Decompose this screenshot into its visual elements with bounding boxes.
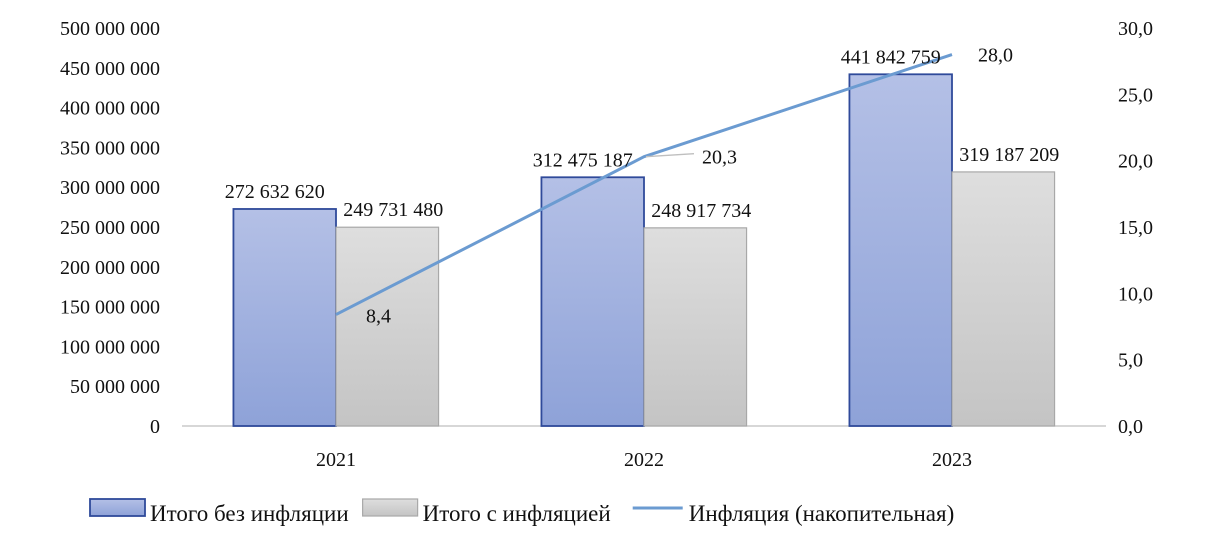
y-left-tick-label: 500 000 000 xyxy=(60,18,160,40)
data-labels: 272 632 620 312 475 187 441 842 759 249 731… xyxy=(225,45,1060,328)
legend-swatch xyxy=(89,498,146,517)
y-left-tick-label: 200 000 000 xyxy=(60,257,160,279)
right-y-axis: 0,0 5,0 10,0 15,0 20,0 25,0 30,0 xyxy=(1118,18,1153,438)
legend-swatch xyxy=(362,498,419,517)
leader-line xyxy=(645,152,695,158)
y-right-tick-label: 10,0 xyxy=(1118,283,1153,305)
y-left-tick-label: 300 000 000 xyxy=(60,177,160,199)
x-tick-label: 2022 xyxy=(624,449,664,471)
y-right-tick-label: 0,0 xyxy=(1118,416,1143,438)
bar-without-inflation xyxy=(848,73,953,427)
y-left-tick-label: 150 000 000 xyxy=(60,297,160,319)
legend: Итого без инфляции Итого с инфляцией Инфля… xyxy=(89,498,955,526)
line-data-label: 8,4 xyxy=(366,306,391,328)
bar-without-inflation xyxy=(540,176,645,427)
y-left-tick-label: 250 000 000 xyxy=(60,217,160,239)
bar-data-label: 319 187 209 xyxy=(959,144,1059,166)
y-left-tick-label: 0 xyxy=(150,416,160,438)
x-tick-label: 2021 xyxy=(316,449,356,471)
y-right-tick-label: 5,0 xyxy=(1118,350,1143,372)
y-left-tick-label: 350 000 000 xyxy=(60,137,160,159)
legend-label: Итого с инфляцией xyxy=(423,501,611,526)
bar-without-inflation xyxy=(232,208,337,427)
legend-label: Инфляция (накопительная) xyxy=(689,501,955,526)
y-right-tick-label: 25,0 xyxy=(1118,84,1153,106)
legend-label: Итого без инфляции xyxy=(150,501,349,526)
y-right-tick-label: 15,0 xyxy=(1118,217,1153,239)
x-tick-label: 2023 xyxy=(932,449,972,471)
y-left-tick-label: 400 000 000 xyxy=(60,98,160,120)
bar-data-label: 248 917 734 xyxy=(651,200,751,222)
bars xyxy=(232,73,1056,427)
inflation-line-path xyxy=(335,53,953,316)
line-data-label: 28,0 xyxy=(978,45,1013,67)
y-left-tick-label: 450 000 000 xyxy=(60,58,160,80)
bar-with-inflation xyxy=(643,227,748,427)
y-left-tick-label: 50 000 000 xyxy=(70,376,160,398)
y-right-tick-label: 30,0 xyxy=(1118,18,1153,40)
y-left-tick-label: 100 000 000 xyxy=(60,336,160,358)
inflation-line xyxy=(335,53,953,316)
y-right-tick-label: 20,0 xyxy=(1118,151,1153,173)
bar-data-label: 312 475 187 xyxy=(533,149,633,171)
line-data-label: 20,3 xyxy=(702,147,737,169)
bar-data-label: 272 632 620 xyxy=(225,181,325,203)
bar-data-label: 249 731 480 xyxy=(343,199,443,221)
bar-data-label: 441 842 759 xyxy=(841,46,941,68)
bar-with-inflation xyxy=(335,226,440,427)
left-y-axis: 0 50 000 000 100 000 000 150 000 000 200 000… xyxy=(60,18,160,438)
x-axis: 2021 2022 2023 xyxy=(182,425,1106,471)
bar-with-inflation xyxy=(951,171,1056,427)
